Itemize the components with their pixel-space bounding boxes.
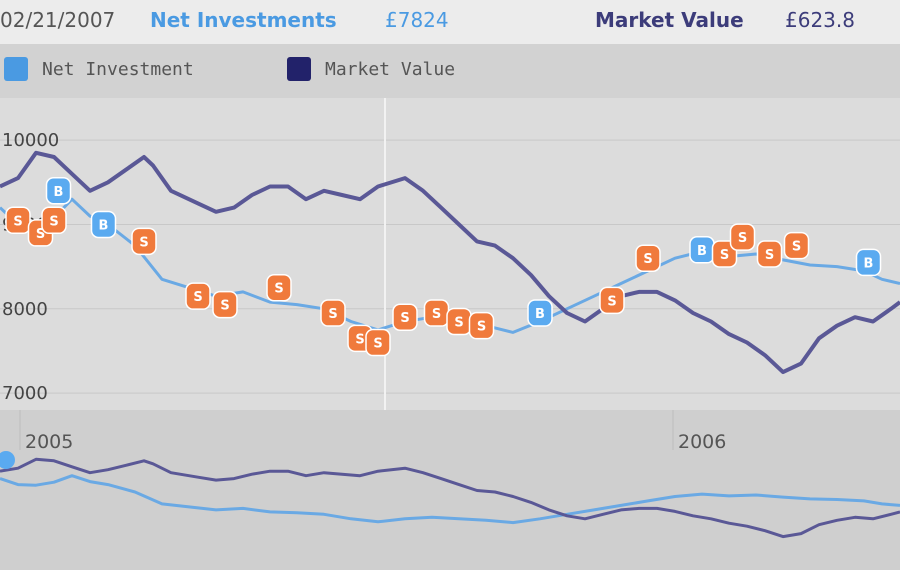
legend-swatch-market-value [287,57,311,81]
marker-20 [711,240,738,268]
legend-label-net-investment: Net Investment [42,58,194,80]
y-tick-label-3: 7000 [2,383,48,404]
navigator-svg: 2005 2006 [0,410,900,539]
legend-label-market-value: Market Value [325,58,456,80]
marker-12 [392,303,418,331]
marker-label-18: S [643,252,652,267]
marker-label-5: S [139,235,148,250]
marker-2 [41,206,67,235]
legend-swatch-net-investment [4,57,28,81]
marker-7 [212,290,238,319]
marker-23 [783,231,810,260]
marker-label-22: S [765,248,774,263]
market-value-label: Market Value [595,8,744,32]
marker-11 [365,328,391,357]
marker-5 [131,227,157,256]
navigator-handle[interactable] [0,451,15,469]
marker-4 [90,210,117,239]
marker-6 [185,282,211,310]
marker-label-17: S [607,294,616,309]
navigator-line-1 [0,457,900,539]
y-tick-label-2: 8000 [2,299,48,320]
market-value-value: £623.8 [785,8,855,32]
marker-label-15: S [477,320,486,335]
chart-header: 02/21/2007 Net Investments £7824 Market … [0,0,900,44]
marker-22 [756,240,783,268]
marker-label-19: B [697,244,707,259]
year-label-1: 2006 [678,431,726,453]
marker-label-21: S [738,231,747,246]
marker-label-0: S [13,214,22,229]
marker-label-8: S [274,282,283,297]
marker-label-10: S [355,332,364,347]
current-date: 02/21/2007 [0,8,116,32]
marker-label-13: S [432,307,441,322]
marker-label-11: S [373,337,382,352]
marker-8 [266,273,292,302]
marker-label-3: B [54,185,64,200]
marker-16 [527,299,553,327]
navigator-line-0 [0,474,900,525]
marker-label-9: S [328,307,337,322]
legend: Net Investment Market Value [0,44,900,98]
marker-label-1: S [36,227,45,242]
marker-label-4: B [99,218,109,233]
legend-item-net-investment[interactable]: Net Investment [4,57,194,81]
marker-9 [320,299,346,327]
y-tick-label-0: 10000 [2,130,59,151]
navigator-area[interactable]: 2005 2006 [0,410,900,570]
year-label-0: 2005 [25,431,73,453]
net-investments-label: Net Investments [150,8,337,32]
series-line-1 [0,150,900,375]
marker-label-6: S [193,290,202,305]
marker-label-14: S [454,315,463,330]
marker-3 [45,177,72,205]
marker-label-2: S [49,214,58,229]
marker-label-23: S [792,240,801,255]
marker-15 [468,311,495,340]
marker-24 [855,248,882,277]
marker-label-7: S [220,299,229,314]
marker-label-20: S [720,248,729,263]
marker-label-12: S [400,311,409,326]
marker-21 [729,223,756,251]
marker-18 [635,244,661,272]
marker-0 [5,206,31,235]
marker-17 [599,286,625,315]
legend-item-market-value[interactable]: Market Value [287,57,455,81]
marker-label-24: B [864,256,874,271]
net-investments-value: £7824 [385,8,449,32]
marker-label-16: B [535,307,545,322]
main-plot-svg: 10000900080007000 SSSBBSSSSSSSSSSSBSSBSS… [0,98,900,410]
main-plot-area[interactable]: 10000900080007000 SSSBBSSSSSSSSSSSBSSBSS… [0,98,900,410]
